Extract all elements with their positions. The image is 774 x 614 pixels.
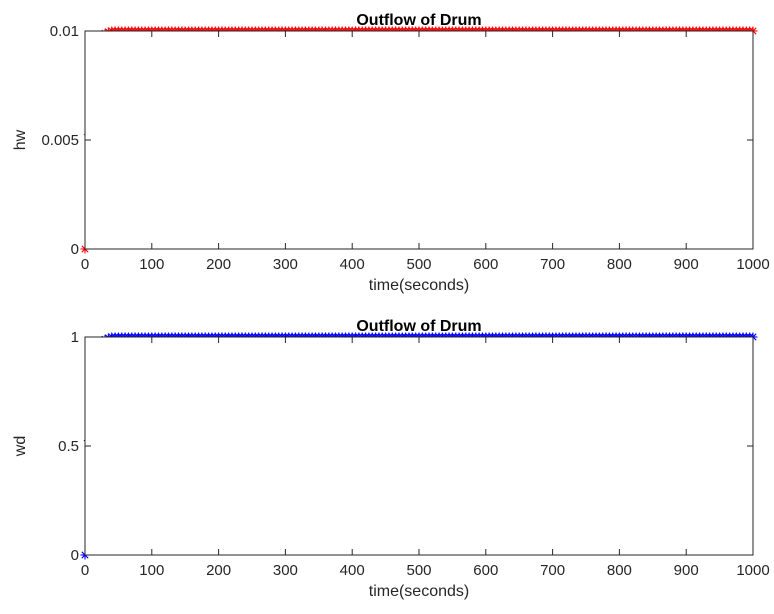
x-axis-label: time(seconds) bbox=[369, 277, 469, 294]
chart-title: Outflow of Drum bbox=[356, 318, 481, 335]
hw-plot: 0 100 200 300 400 500 600 700 800 900 1000 0 0.005 0.… bbox=[12, 12, 770, 294]
y-tick-label: 0 bbox=[71, 547, 79, 564]
x-tick-label: 0 bbox=[81, 562, 89, 579]
ticks: 0 100 200 300 400 500 600 700 800 900 1000 0 0.005 0.… bbox=[41, 23, 769, 273]
x-tick-label: 0 bbox=[81, 256, 89, 273]
x-tick-label: 400 bbox=[340, 562, 365, 579]
x-tick-label: 1000 bbox=[736, 256, 769, 273]
x-tick-label: 900 bbox=[674, 256, 699, 273]
x-tick-label: 800 bbox=[607, 562, 632, 579]
x-tick-label: 800 bbox=[607, 256, 632, 273]
x-tick-label: 500 bbox=[406, 256, 431, 273]
axes-frame bbox=[84, 336, 754, 556]
chart-title: Outflow of Drum bbox=[356, 12, 481, 29]
y-axis-label: hw bbox=[12, 129, 29, 150]
x-tick-label: 500 bbox=[406, 562, 431, 579]
x-tick-label: 1000 bbox=[736, 562, 769, 579]
x-axis-label: time(seconds) bbox=[369, 583, 469, 600]
x-tick-label: 300 bbox=[273, 562, 298, 579]
y-tick-label: 0 bbox=[71, 241, 79, 258]
x-tick-label: 300 bbox=[273, 256, 298, 273]
y-tick-label: 1 bbox=[71, 329, 79, 346]
x-tick-label: 600 bbox=[473, 562, 498, 579]
x-tick-label: 700 bbox=[540, 562, 565, 579]
y-tick-label: 0.01 bbox=[50, 23, 79, 40]
y-axis-label: wd bbox=[12, 436, 29, 457]
y-tick-label: 0.5 bbox=[58, 438, 79, 455]
x-tick-label: 600 bbox=[473, 256, 498, 273]
x-tick-label: 100 bbox=[139, 562, 164, 579]
x-tick-label: 200 bbox=[206, 562, 231, 579]
x-tick-label: 100 bbox=[139, 256, 164, 273]
ticks: 0 100 200 300 400 500 600 700 800 900 1000 0 0.5 1 bbox=[58, 329, 770, 579]
axes-frame bbox=[84, 30, 754, 250]
wd-plot: 0 100 200 300 400 500 600 700 800 900 1000 0 0.5 1 Out… bbox=[12, 318, 770, 600]
y-tick-label: 0.005 bbox=[41, 132, 79, 149]
x-tick-label: 900 bbox=[674, 562, 699, 579]
x-tick-label: 400 bbox=[340, 256, 365, 273]
x-tick-label: 200 bbox=[206, 256, 231, 273]
x-tick-label: 700 bbox=[540, 256, 565, 273]
